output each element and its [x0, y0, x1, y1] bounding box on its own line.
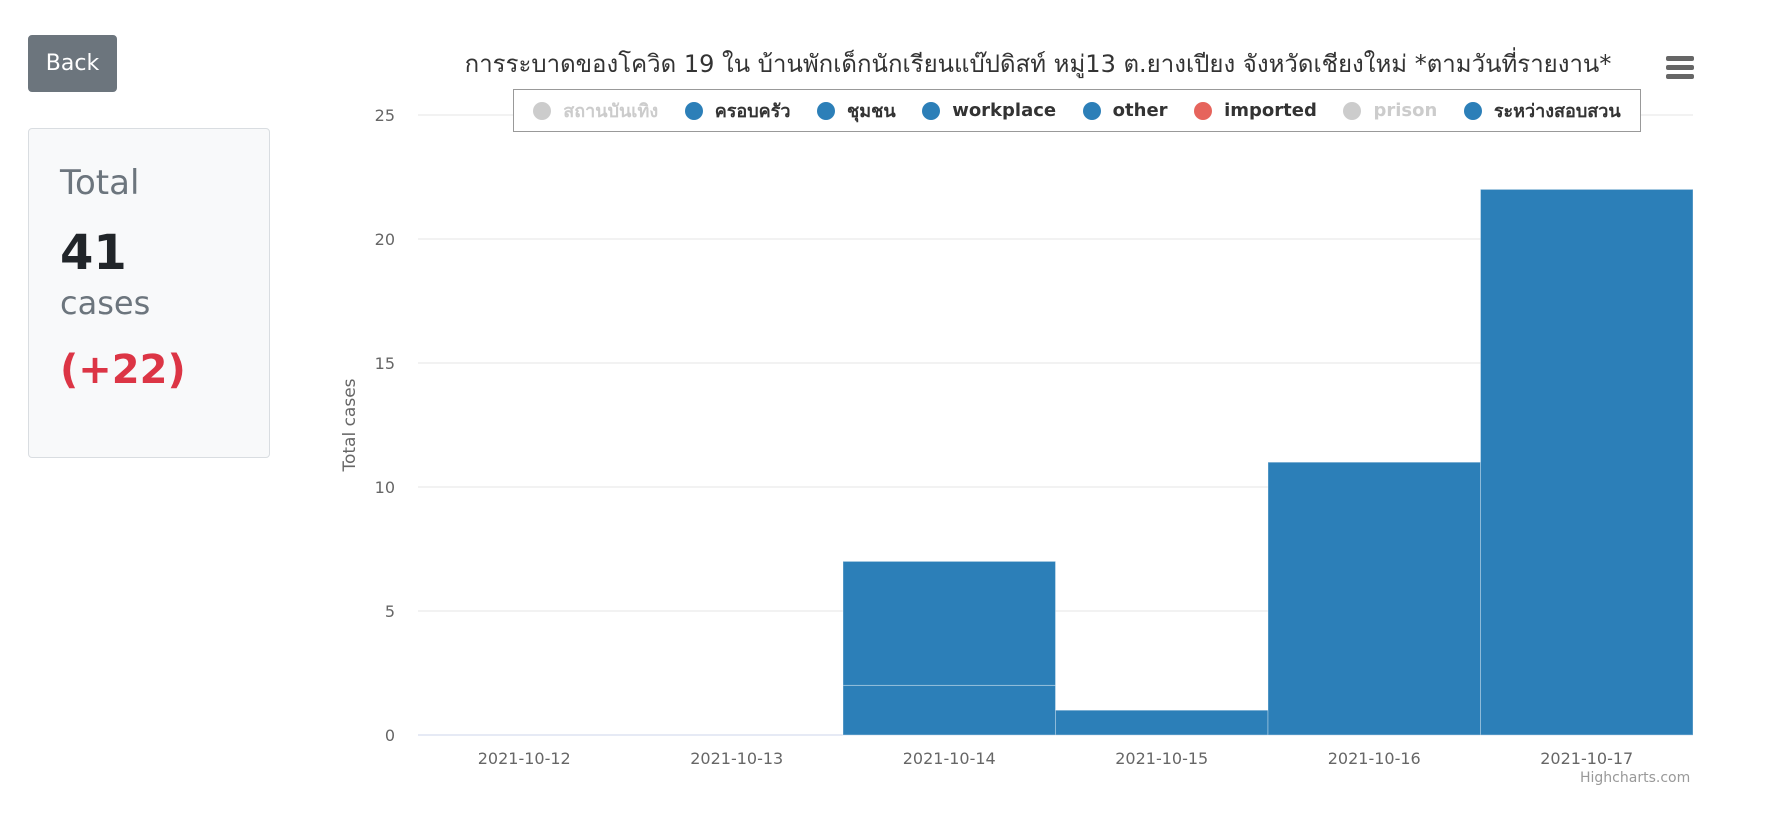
legend-label: ชุมชน [847, 101, 896, 122]
chart-credits[interactable]: Highcharts.com [1580, 770, 1691, 786]
bar-ระหว่างสอบสวน-2021-10-17 [1480, 188, 1694, 736]
stat-title: Total [60, 163, 140, 203]
legend-label: ครอบครัว [714, 101, 791, 122]
legend-label: สถานบันเทิง [563, 101, 659, 122]
y-tick-label: 20 [375, 230, 395, 249]
chart-legend: สถานบันเทิง ครอบครัว ชุมชน workplace other im… [513, 89, 1641, 132]
x-tick-label: 2021-10-17 [1540, 749, 1633, 768]
legend-item[interactable]: ระหว่างสอบสวน [1463, 96, 1621, 125]
bar-ครอบครัว-2021-10-15 [1055, 709, 1269, 736]
legend-label: prison [1373, 100, 1438, 121]
legend-item[interactable]: workplace [922, 100, 1056, 121]
legend-item[interactable]: ครอบครัว [684, 96, 791, 125]
y-tick-label: 0 [385, 726, 395, 745]
back-button[interactable]: Back [28, 35, 117, 92]
legend-label: imported [1224, 100, 1317, 121]
legend-marker-icon [533, 101, 552, 120]
y-tick-label: 10 [375, 478, 395, 497]
x-tick-label: 2021-10-12 [478, 749, 571, 768]
bar-ระหว่างสอบสวน-2021-10-16 [1267, 461, 1481, 736]
y-tick-label: 5 [385, 602, 395, 621]
legend-item[interactable]: prison [1343, 100, 1437, 121]
x-tick-label: 2021-10-14 [903, 749, 996, 768]
chart-plot: 0 5 10 15 20 25 Total cases 2021-10-12 2021-10-1… [340, 106, 1694, 768]
legend-marker-icon [684, 101, 703, 120]
legend-marker-icon [1463, 101, 1482, 120]
stat-value: 41 [60, 225, 127, 281]
x-tick-label: 2021-10-13 [690, 749, 783, 768]
legend-marker-icon [817, 101, 836, 120]
x-tick-label: 2021-10-15 [1115, 749, 1208, 768]
y-tick-label: 25 [375, 106, 395, 125]
total-cases-card: Total 41 cases (+22) [28, 128, 270, 458]
chart-container: การระบาดของโควิด 19 ใน บ้านพักเด็กนักเรี… [300, 0, 1776, 825]
legend-item[interactable]: imported [1194, 100, 1317, 121]
legend-item[interactable]: สถานบันเทิง [533, 96, 658, 125]
legend-label: other [1112, 100, 1168, 121]
hamburger-menu-icon[interactable] [1666, 56, 1694, 80]
stat-unit: cases [60, 284, 151, 322]
legend-label: workplace [952, 100, 1057, 121]
x-tick-label: 2021-10-16 [1328, 749, 1421, 768]
legend-marker-icon [1194, 101, 1213, 120]
legend-label: ระหว่างสอบสวน [1493, 101, 1621, 122]
legend-item[interactable]: ชุมชน [817, 96, 896, 125]
legend-marker-icon [1343, 101, 1362, 120]
stat-delta: (+22) [60, 347, 186, 393]
legend-marker-icon [922, 101, 941, 120]
bar-ครอบครัว-2021-10-14 [842, 684, 1056, 736]
bar-ระหว่างสอบสวน-2021-10-14 [842, 560, 1056, 686]
legend-item[interactable]: other [1082, 100, 1168, 121]
legend-marker-icon [1082, 101, 1101, 120]
y-axis-label: Total cases [340, 378, 360, 472]
chart-title: การระบาดของโควิด 19 ใน บ้านพักเด็กนักเรี… [464, 50, 1612, 78]
y-tick-label: 15 [375, 354, 395, 373]
